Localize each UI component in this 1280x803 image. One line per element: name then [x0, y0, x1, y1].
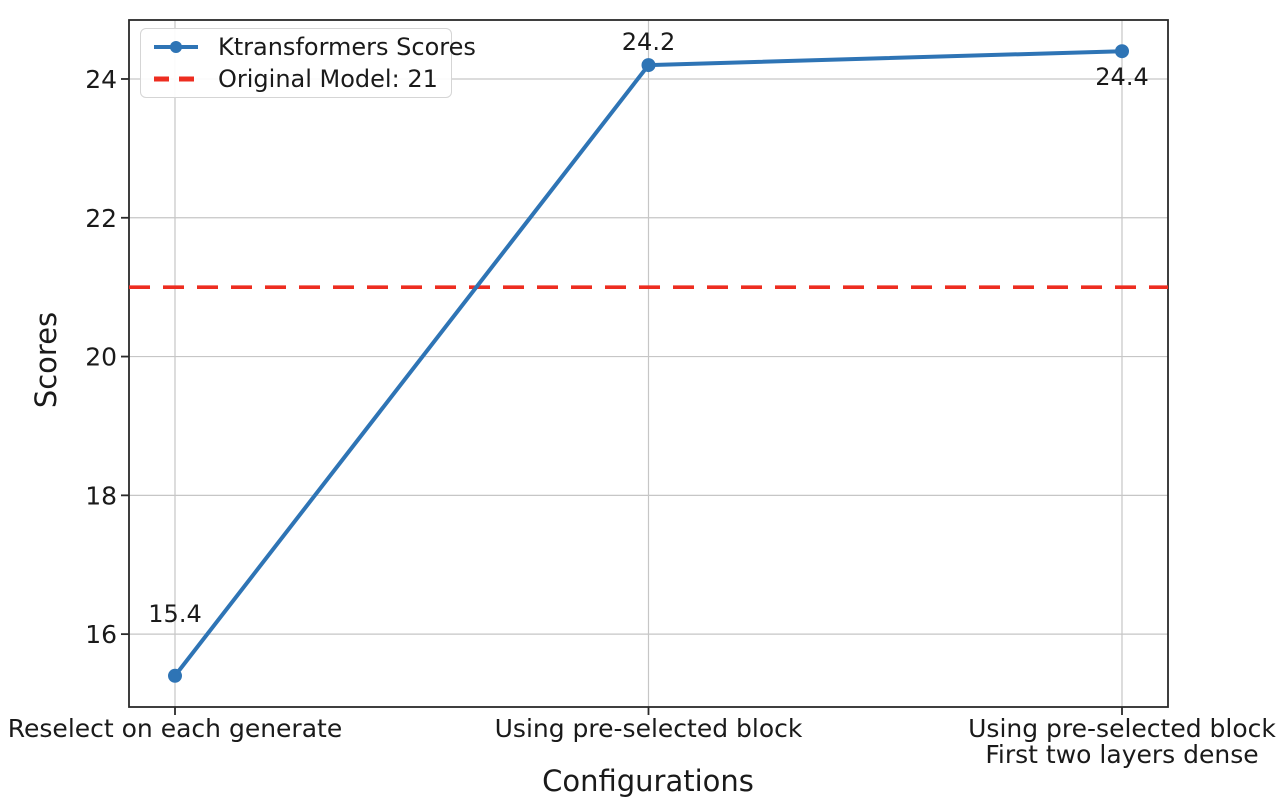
y-tick-label: 24 [85, 65, 117, 94]
y-tick-label: 22 [85, 204, 117, 233]
data-point [1115, 44, 1129, 59]
legend: Ktransformers Scores Original Model: 21 [140, 28, 476, 98]
legend-item-ktransformers-scores: Ktransformers Scores [141, 32, 476, 62]
data-point [168, 668, 182, 683]
y-axis-title: Scores [29, 311, 63, 409]
data-point-label: 24.2 [622, 28, 675, 56]
dashed-line-sample-icon [154, 76, 198, 82]
legend-label-original-model: Original Model: 21 [218, 64, 438, 93]
x-axis-title: Configurations [542, 764, 754, 798]
data-point-label: 15.4 [148, 600, 201, 628]
y-tick-label: 20 [85, 343, 117, 372]
data-point-label: 24.4 [1095, 63, 1148, 91]
x-tick-label: Using pre-selected block First two layers… [968, 714, 1276, 769]
x-tick-label: Using pre-selected block [495, 714, 803, 743]
x-tick-label: Reselect on each generate [8, 714, 342, 743]
y-tick-label: 18 [85, 481, 117, 510]
line-marker-sample-icon [154, 41, 198, 54]
legend-label-ktransformers-scores: Ktransformers Scores [218, 33, 476, 62]
legend-item-original-model: Original Model: 21 [141, 64, 451, 94]
data-point [641, 58, 656, 73]
legend-marker-sample [170, 41, 182, 54]
y-tick-label: 16 [85, 620, 117, 649]
